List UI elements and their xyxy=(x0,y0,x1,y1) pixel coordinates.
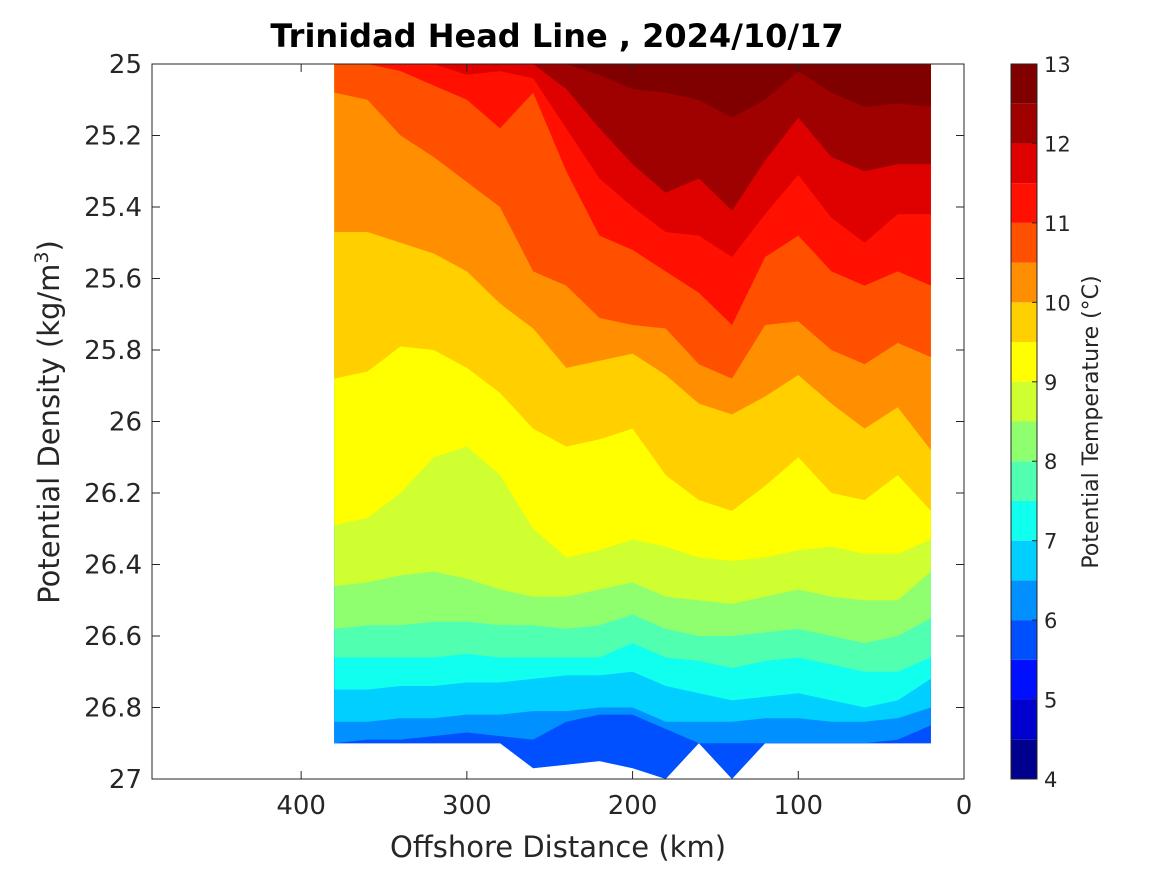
y-tick-label: 25 xyxy=(109,50,142,80)
y-tick-label: 25.2 xyxy=(84,122,142,152)
y-tick-label: 26.8 xyxy=(84,694,142,724)
colorbar-tick-label: 10 xyxy=(1044,291,1071,315)
y-tick-label: 26.6 xyxy=(84,622,142,652)
colorbar-segment xyxy=(1011,143,1037,184)
colorbar-segment xyxy=(1011,739,1037,779)
colorbar-tick-label: 11 xyxy=(1044,212,1071,236)
y-tick-label: 25.6 xyxy=(84,265,142,295)
x-tick-label: 400 xyxy=(276,791,326,821)
colorbar-segment xyxy=(1011,302,1037,343)
colorbar-segment xyxy=(1011,342,1037,382)
x-tick-label: 200 xyxy=(608,791,658,821)
colorbar-tick-label: 13 xyxy=(1044,53,1071,77)
colorbar-segment xyxy=(1011,620,1037,660)
colorbar-tick-label: 9 xyxy=(1044,371,1057,395)
y-tick-label: 26.2 xyxy=(84,479,142,509)
x-tick-label: 0 xyxy=(956,791,973,821)
y-tick-label: 26.4 xyxy=(84,551,142,581)
contour-fills xyxy=(334,64,931,779)
colorbar-segment xyxy=(1011,699,1037,740)
colorbar: 4 5 6 7 8 9 10 11 12 13 xyxy=(1010,53,1071,792)
colorbar-segment xyxy=(1011,262,1037,303)
y-axis-label-close: ) xyxy=(32,240,66,251)
y-tick-label: 25.8 xyxy=(84,336,142,366)
x-tick-label: 300 xyxy=(442,791,492,821)
colorbar-segment xyxy=(1011,540,1037,581)
colorbar-tick-label: 7 xyxy=(1044,530,1057,554)
y-axis-label-main: Potential Density (kg/m xyxy=(32,264,66,604)
y-tick-label: 25.4 xyxy=(84,193,142,223)
x-tick-label: 100 xyxy=(773,791,823,821)
colorbar-segment xyxy=(1011,500,1037,541)
colorbar-segment xyxy=(1011,461,1037,501)
colorbar-label: Potential Temperature (°C) xyxy=(1079,275,1104,568)
colorbar-segment xyxy=(1011,183,1037,223)
chart-title: Trinidad Head Line , 2024/10/17 xyxy=(270,17,843,55)
colorbar-segment xyxy=(1011,580,1037,621)
contour-band xyxy=(334,64,931,211)
y-tick-label: 26 xyxy=(109,408,142,438)
colorbar-tick-label: 6 xyxy=(1044,609,1057,633)
colorbar-tick-label: 8 xyxy=(1044,450,1057,474)
y-tick-label: 27 xyxy=(109,765,142,795)
colorbar-segment xyxy=(1011,421,1037,462)
y-axis-label: Potential Density (kg/m3) xyxy=(31,240,66,604)
colorbar-tick-label: 12 xyxy=(1044,132,1071,156)
colorbar-segment xyxy=(1011,222,1037,263)
colorbar-tick-label: 4 xyxy=(1044,768,1057,792)
colorbar-segment xyxy=(1011,659,1037,700)
y-axis-label-superscript: 3 xyxy=(31,251,53,263)
x-axis-label: Offshore Distance (km) xyxy=(390,830,726,864)
x-axis: 400 300 200 100 0 xyxy=(276,64,972,821)
colorbar-segment xyxy=(1011,103,1037,144)
y-axis: 25 25.2 25.4 25.6 25.8 26 26.2 26.4 26.6 26.8 27 xyxy=(84,50,964,795)
colorbar-segment xyxy=(1011,381,1037,422)
colorbar-frame xyxy=(1010,63,1038,780)
contour-band xyxy=(334,64,931,118)
colorbar-tick-label: 5 xyxy=(1044,689,1057,713)
colorbar-segment xyxy=(1011,64,1037,104)
